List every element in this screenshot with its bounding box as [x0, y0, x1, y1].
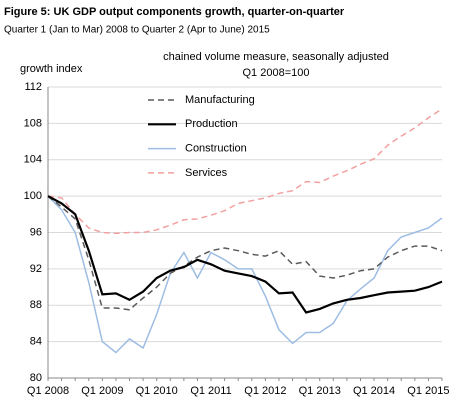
y-tick-label: 80 [30, 372, 42, 384]
line-series [47, 195, 443, 354]
x-tick-label: Q1 2008 [27, 385, 69, 397]
y-tick-label: 92 [30, 263, 42, 275]
x-tick-label: Q1 2014 [353, 385, 395, 397]
annotation: Q1 2008=100 [243, 67, 310, 79]
legend-label: Construction [185, 143, 247, 155]
legend-label: Production [185, 118, 238, 130]
chart-title: Figure 5: UK GDP output components growt… [4, 6, 345, 18]
y-tick-label: 84 [30, 336, 42, 348]
chart-subtitle: Quarter 1 (Jan to Mar) 2008 to Quarter 2… [4, 25, 270, 36]
y-tick-label: 100 [24, 190, 42, 202]
x-tick-label: Q1 2012 [244, 385, 286, 397]
y-tick-label: 104 [24, 154, 42, 166]
y-tick-label: 108 [24, 117, 42, 129]
legend-label: Manufacturing [185, 94, 255, 106]
y-axis-label: growth index [20, 63, 83, 75]
y-tick-label: 96 [30, 226, 42, 238]
y-tick-label: 112 [24, 81, 42, 93]
line-series [47, 195, 443, 311]
line-series [47, 195, 443, 314]
x-tick-label: Q1 2009 [81, 385, 123, 397]
y-tick-label: 88 [30, 299, 42, 311]
legend-label: Services [185, 167, 228, 179]
x-tick-label: Q1 2011 [190, 385, 231, 397]
x-tick-label: Q1 2013 [299, 385, 341, 397]
x-tick-label: Q1 2010 [136, 385, 178, 397]
annotation: chained volume measure, seasonally adjus… [163, 51, 389, 63]
line-series [47, 108, 443, 235]
x-tick-label: Q1 2015 [407, 385, 449, 397]
